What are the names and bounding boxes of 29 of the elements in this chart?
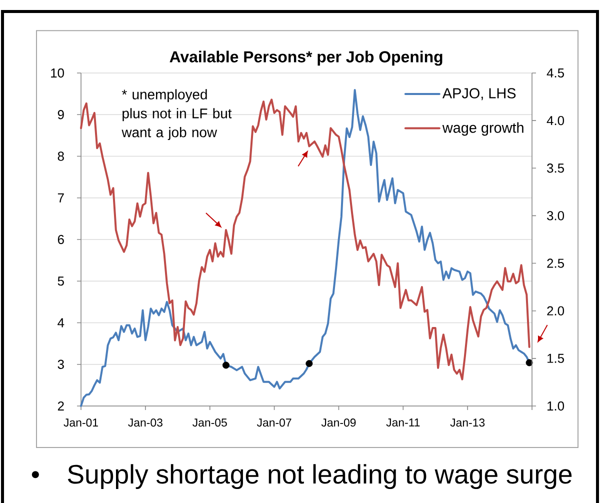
x-tick-label: Jan-09 xyxy=(321,418,356,427)
y-tick-label: 5 xyxy=(58,276,64,286)
y2-tick-label: 4.0 xyxy=(546,116,564,126)
x-tick-label: Jan-03 xyxy=(128,418,162,427)
x-tick-label: Jan-05 xyxy=(192,418,227,427)
y2-tick-label: 3.0 xyxy=(547,211,564,220)
y-tick-label: 10 xyxy=(51,68,64,78)
x-tick-label: Jan-01 xyxy=(64,418,98,427)
y-tick-label: 7 xyxy=(58,193,64,202)
chart-title: Available Persons* per Job Opening xyxy=(170,50,442,66)
legend-label: APJO, LHS xyxy=(442,88,516,100)
x-tick-label: Jan-07 xyxy=(256,418,292,427)
y2-tick-label: 1.5 xyxy=(548,354,564,363)
y-tick-label: 9 xyxy=(58,110,64,120)
legend-label: wage growth xyxy=(442,122,524,136)
y-tick-label: 8 xyxy=(58,152,64,161)
x-tick-label: Jan-13 xyxy=(450,418,485,427)
y-tick-label: 2 xyxy=(58,401,64,411)
y-tick-label: 3 xyxy=(58,360,64,369)
annotation: * unemployed plus not in LF but want a job now xyxy=(122,89,232,140)
text: Supply shortage not leading to wage surge xyxy=(68,464,572,490)
y-tick-label: 4 xyxy=(58,318,64,328)
y2-tick-label: 2.5 xyxy=(547,258,564,268)
y2-tick-label: 2.0 xyxy=(547,306,564,316)
x-tick-label: Jan-11 xyxy=(386,418,420,426)
y2-tick-label: 4.5 xyxy=(546,68,564,78)
y2-tick-label: 3.5 xyxy=(547,164,564,173)
y-tick-label: 6 xyxy=(58,234,64,244)
y2-tick-label: 1.0 xyxy=(548,401,564,411)
